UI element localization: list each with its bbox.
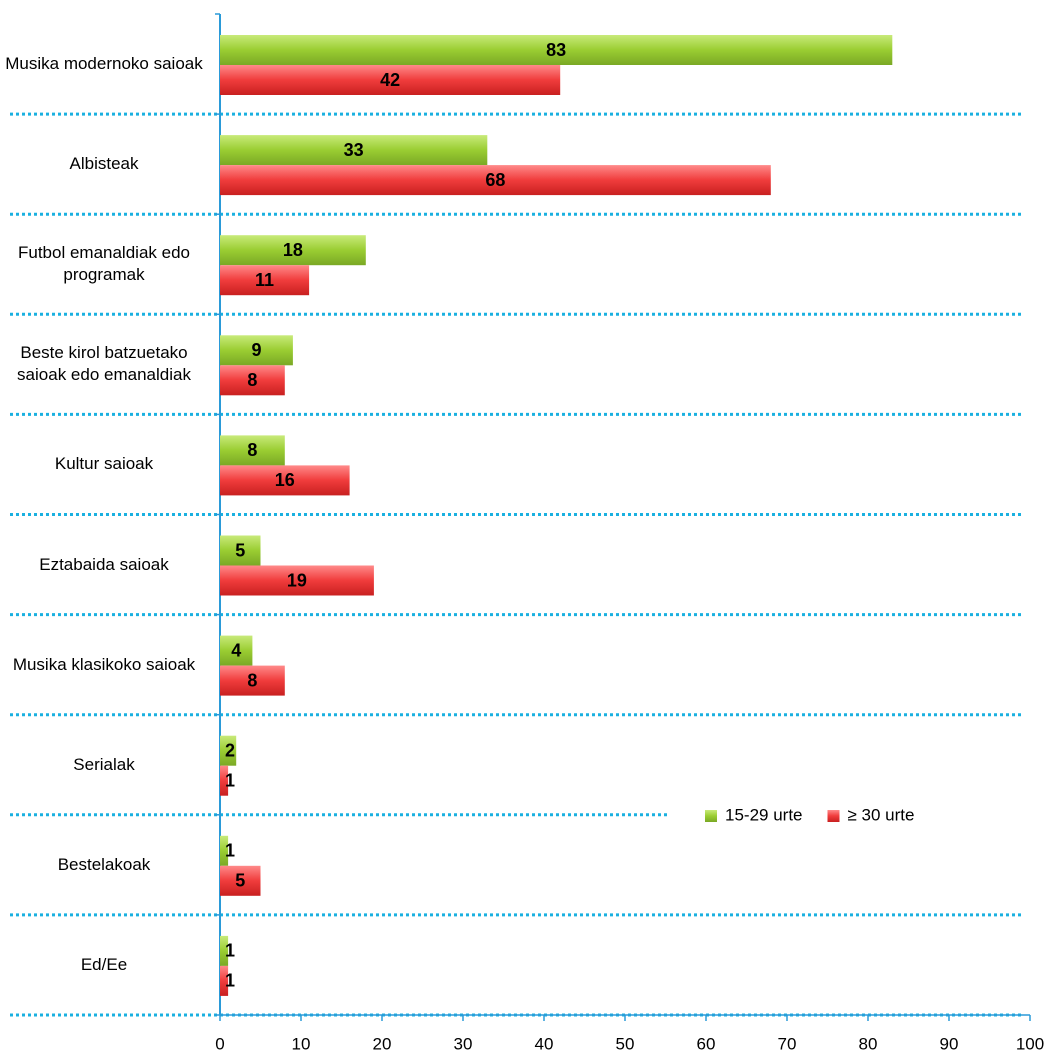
- x-tick-label: 20: [373, 1034, 392, 1053]
- category-label: Ed/Ee: [80, 954, 128, 974]
- x-tick-label: 100: [1016, 1034, 1044, 1053]
- category-label: Futbol emanaldiak edo programak: [17, 243, 190, 285]
- value-label: 5: [235, 540, 245, 560]
- category-label: Musika modernoko saioak: [5, 54, 203, 74]
- value-label: 5: [235, 871, 245, 891]
- bar: [220, 435, 285, 466]
- legend-label: 15-29 urte: [725, 805, 803, 824]
- x-tick-label: 80: [859, 1034, 878, 1053]
- value-label: 1: [225, 770, 235, 790]
- legend-swatch: [705, 810, 717, 822]
- value-label: 8: [247, 370, 257, 390]
- x-tick-label: 90: [940, 1034, 959, 1053]
- bar: [220, 535, 261, 566]
- bar: [220, 835, 229, 866]
- value-label: 1: [225, 841, 235, 861]
- value-label: 33: [344, 140, 364, 160]
- category-label: Bestelakoak: [57, 854, 151, 874]
- bar: [220, 635, 253, 666]
- value-label: 16: [275, 470, 295, 490]
- bar: [220, 165, 771, 196]
- x-tick-label: 50: [616, 1034, 635, 1053]
- value-label: 42: [380, 70, 400, 90]
- category-label: Albisteak: [69, 154, 139, 174]
- legend-label: ≥ 30 urte: [848, 805, 915, 824]
- bar: [220, 335, 293, 366]
- value-label: 83: [546, 40, 566, 60]
- legend-swatch: [827, 810, 840, 822]
- value-label: 2: [225, 740, 235, 760]
- bar: [220, 565, 374, 596]
- x-tick-label: 0: [215, 1034, 224, 1053]
- value-label: 68: [485, 170, 505, 190]
- value-label: 1: [225, 941, 235, 961]
- value-label: 18: [283, 240, 303, 260]
- category-label: Eztabaida saioak: [39, 554, 169, 574]
- x-tick-label: 30: [454, 1034, 473, 1053]
- bar: [220, 65, 561, 95]
- bar: [220, 735, 237, 766]
- bar: [220, 465, 350, 496]
- value-label: 8: [247, 670, 257, 690]
- bar: [220, 35, 893, 65]
- bar: [220, 965, 229, 996]
- bar: [220, 765, 229, 796]
- bar: [220, 235, 366, 266]
- value-label: 4: [231, 640, 241, 660]
- bar: [220, 665, 285, 696]
- value-label: 9: [251, 340, 261, 360]
- category-label: Kultur saioak: [54, 454, 154, 474]
- bar: [220, 935, 229, 966]
- category-label: Beste kirol batzuetako saioak edo emanal…: [17, 343, 191, 385]
- bar: [220, 135, 488, 166]
- x-tick-label: 60: [697, 1034, 716, 1053]
- x-tick-label: 10: [292, 1034, 311, 1053]
- value-label: 1: [225, 971, 235, 991]
- x-tick-label: 40: [535, 1034, 554, 1053]
- x-tick-label: 70: [778, 1034, 797, 1053]
- value-label: 8: [247, 440, 257, 460]
- value-label: 11: [255, 270, 274, 290]
- value-label: 19: [287, 570, 307, 590]
- bar: [220, 265, 310, 296]
- bar: [220, 865, 261, 896]
- bar: [220, 365, 285, 396]
- category-label: Musika klasikoko saioak: [12, 654, 196, 674]
- category-label: Serialak: [73, 754, 135, 774]
